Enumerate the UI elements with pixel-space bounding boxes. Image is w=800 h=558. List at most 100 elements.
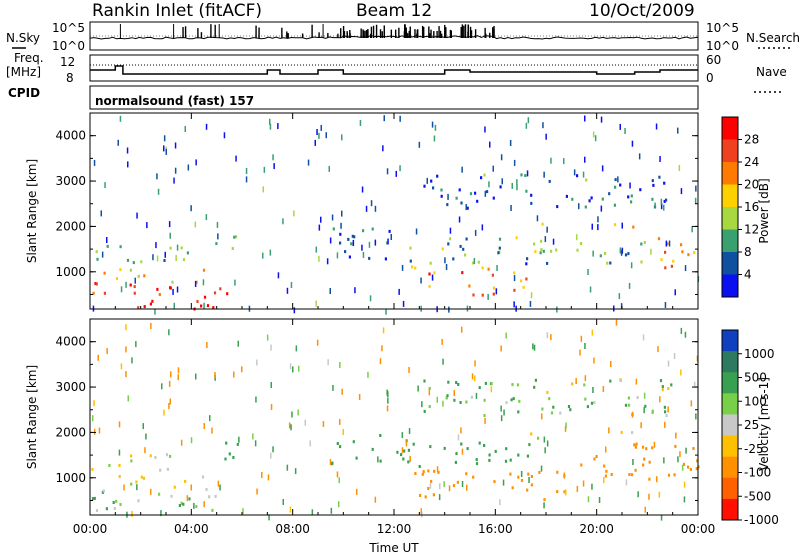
heat-cell: [112, 501, 115, 504]
heat-cell: [490, 386, 493, 393]
colorbar-tick-label: 500: [744, 371, 767, 385]
heat-cell: [163, 259, 166, 262]
heat-cell: [474, 191, 477, 195]
x-tick-label: 00:00: [73, 522, 108, 536]
heat-cell: [174, 167, 177, 174]
heat-cell: [130, 454, 133, 458]
x-tick-label: 20:00: [579, 522, 614, 536]
heat-cell: [461, 448, 464, 455]
heat-cell: [190, 437, 193, 444]
heat-cell: [576, 174, 579, 178]
heat-cell: [563, 490, 566, 494]
heat-cell: [487, 267, 490, 271]
heat-cell: [600, 116, 603, 123]
heat-cell: [429, 445, 432, 449]
heat-cell: [526, 170, 529, 177]
heat-cell: [224, 457, 227, 461]
heat-cell: [211, 427, 213, 434]
heat-cell: [421, 472, 424, 476]
heat-cell: [217, 480, 220, 487]
colorbar-swatch: [722, 252, 738, 275]
heat-cell: [318, 255, 320, 262]
heat-cell: [93, 159, 96, 166]
heat-cell: [465, 204, 467, 211]
heat-cell: [368, 241, 371, 248]
nsearch-label: N.Search: [746, 31, 800, 45]
heat-cell: [490, 382, 493, 386]
heat-cell: [440, 194, 443, 198]
heat-cell: [461, 481, 464, 487]
heat-cell: [399, 115, 401, 122]
heat-cell: [472, 475, 475, 479]
heat-cell: [352, 440, 355, 444]
heat-cell: [513, 271, 516, 275]
heat-cell: [446, 394, 449, 398]
colorbar-tick-label: 100: [744, 394, 767, 408]
heat-cell: [478, 386, 481, 390]
heat-cell: [316, 129, 318, 135]
heat-cell: [131, 357, 133, 364]
heat-cell: [546, 261, 549, 265]
heat-cell: [414, 472, 417, 475]
heat-cell: [245, 176, 248, 183]
heat-cell: [398, 288, 400, 295]
heat-cell: [513, 301, 515, 308]
freq-tick-top: 12: [60, 55, 75, 69]
heat-cell: [573, 169, 576, 176]
heat-cell: [420, 277, 422, 284]
heat-cell: [675, 432, 677, 439]
colorbar-tick-label: -25: [744, 442, 764, 456]
heat-cell: [237, 340, 239, 347]
heat-cell: [567, 405, 571, 408]
heat-cell: [620, 430, 623, 434]
colorbar-swatch: [722, 414, 738, 436]
heat-cell: [590, 196, 593, 200]
heat-cell: [156, 173, 158, 180]
heat-cell: [648, 493, 650, 500]
heat-cell: [100, 210, 102, 217]
heat-cell: [119, 115, 122, 122]
heat-cell: [663, 457, 665, 464]
heat-cell: [505, 332, 507, 339]
heat-cell: [455, 381, 458, 384]
heat-cell: [513, 275, 516, 282]
heat-cell: [680, 188, 683, 195]
heat-cell: [642, 334, 645, 341]
heat-cell: [510, 398, 513, 402]
heat-cell: [571, 382, 574, 386]
heat-cell: [238, 436, 240, 443]
heat-cell: [409, 246, 412, 250]
heat-cell: [174, 142, 177, 149]
heat-cell: [136, 484, 138, 491]
heat-cell: [530, 193, 533, 197]
heat-cell: [493, 480, 496, 484]
heat-cell: [543, 502, 545, 509]
heat-cell: [328, 165, 330, 172]
heat-cell: [165, 148, 167, 155]
velocity-y-axis: 4000 3000 2000 1000: [55, 335, 698, 501]
heat-cell: [103, 291, 106, 295]
heat-cell: [219, 484, 221, 491]
heat-cell: [168, 380, 171, 387]
colorbar-swatch: [722, 330, 738, 352]
heat-cell: [187, 164, 190, 171]
heat-cell: [497, 251, 500, 255]
heat-cell: [418, 141, 421, 148]
heat-cell: [624, 253, 628, 257]
heat-cell: [268, 514, 270, 521]
heat-cell: [474, 375, 476, 382]
heat-cell: [433, 271, 436, 275]
heat-cell: [409, 455, 411, 462]
heat-cell: [169, 398, 171, 405]
heat-cell: [269, 249, 272, 256]
heat-cell: [92, 291, 95, 295]
cpid-label: CPID: [8, 86, 40, 100]
heat-cell: [342, 429, 344, 435]
heat-cell: [127, 161, 129, 168]
heat-cell: [537, 436, 540, 440]
heat-cell: [115, 499, 118, 503]
colorbar-swatch: [722, 393, 738, 415]
heat-cell: [117, 139, 119, 146]
heat-cell: [658, 175, 661, 179]
